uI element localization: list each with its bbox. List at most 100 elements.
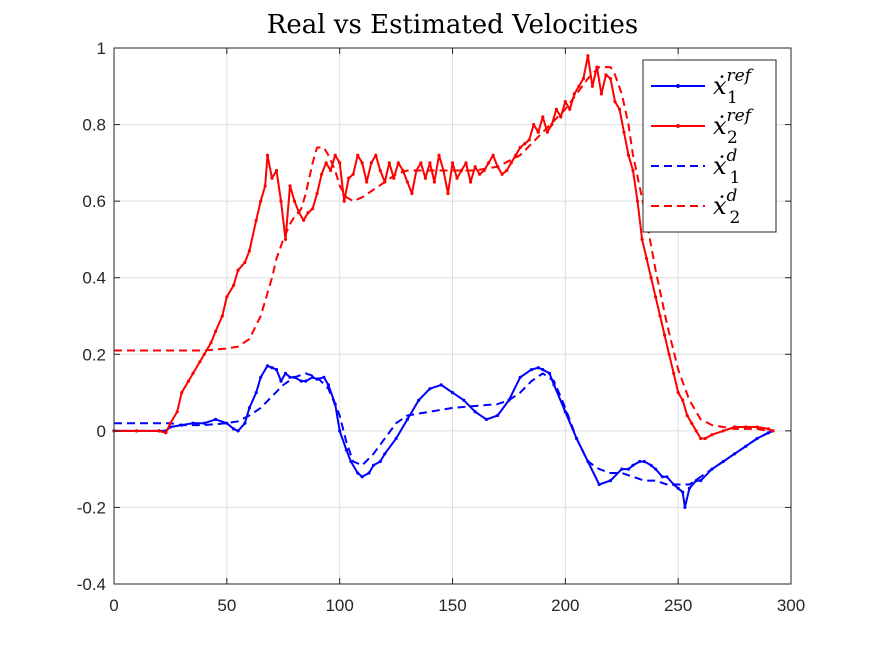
data-point [225, 295, 229, 299]
y-tick-label: 0.8 [82, 116, 106, 135]
legend-marker [676, 84, 680, 88]
data-point [755, 425, 759, 429]
legend-label: ẋd 2 [713, 186, 740, 228]
chart-title: Real vs Estimated Velocities [267, 10, 638, 40]
data-point [283, 371, 288, 375]
data-point [699, 436, 703, 441]
data-point [428, 387, 432, 391]
data-point [541, 368, 545, 372]
data-point [243, 421, 247, 425]
data-point [640, 237, 644, 241]
data-point [186, 379, 191, 383]
data-point [478, 172, 482, 176]
data-point [419, 161, 423, 165]
data-point [360, 475, 364, 479]
legend-label: ẋref 2 [713, 106, 754, 148]
data-point [243, 260, 247, 264]
data-point [297, 211, 301, 215]
data-point [491, 153, 495, 157]
data-point [347, 176, 351, 180]
data-point [626, 467, 631, 471]
data-point [279, 379, 283, 383]
data-point [164, 431, 168, 435]
data-point [654, 295, 658, 299]
data-point [604, 73, 608, 77]
data-point [214, 417, 218, 421]
data-point [563, 100, 567, 104]
data-point [577, 84, 581, 88]
data-point [247, 249, 251, 253]
legend-item: ẋref 1 [651, 66, 754, 108]
series-line [114, 372, 774, 486]
data-point [311, 375, 315, 379]
data-point [259, 375, 263, 379]
y-tick-label: 0.4 [82, 269, 106, 288]
legend-marker [676, 124, 680, 128]
data-point [572, 92, 577, 96]
data-point [507, 398, 511, 402]
data-point [338, 429, 342, 433]
data-point [586, 459, 590, 464]
data-point [351, 172, 355, 176]
data-point [135, 429, 139, 433]
ticks: 0 50 100 150 200 250 300 -0.4 -0.2 0 0.2 0.4 0.6 0.8 1 [77, 39, 805, 615]
data-point [304, 379, 308, 383]
data-point [439, 383, 443, 387]
data-point [283, 237, 288, 241]
legend-item: ẋd 2 [651, 186, 740, 228]
data-point [654, 467, 658, 471]
x-tick-label: 0 [109, 596, 118, 615]
data-point [547, 371, 552, 375]
data-point [496, 413, 500, 418]
data-point [681, 398, 685, 402]
data-point [575, 436, 579, 441]
data-point [622, 130, 626, 134]
data-point [676, 486, 680, 490]
y-tick-label: 1 [97, 39, 106, 58]
data-point [590, 84, 595, 88]
data-point [209, 341, 213, 345]
data-point [617, 107, 622, 111]
data-point [620, 467, 624, 471]
data-point [202, 421, 206, 425]
legend-label: ẋd 1 [713, 146, 740, 188]
series-4 [114, 66, 773, 432]
data-point [518, 145, 522, 150]
data-point [214, 329, 218, 333]
data-point [265, 364, 270, 368]
data-point [755, 436, 759, 441]
legend-box [642, 59, 777, 233]
data-point [484, 417, 488, 421]
data-point [473, 410, 477, 414]
data-point [733, 452, 737, 456]
data-point [663, 333, 667, 337]
data-point [642, 459, 646, 464]
data-point [518, 375, 522, 379]
data-point [631, 168, 635, 173]
data-point [365, 180, 369, 184]
data-point [191, 421, 195, 425]
x-tick-label: 300 [777, 596, 805, 615]
data-point [329, 168, 333, 173]
data-point [608, 77, 613, 81]
x-tick-label: 50 [217, 596, 236, 615]
y-tick-label: -0.2 [77, 498, 106, 517]
data-point [469, 180, 473, 184]
data-point [356, 471, 360, 475]
data-point [459, 168, 464, 173]
data-point [306, 211, 310, 215]
data-point [658, 314, 662, 318]
data-point [681, 490, 685, 494]
data-point [180, 391, 184, 395]
data-point [455, 176, 459, 180]
data-point [545, 130, 549, 134]
data-point [550, 123, 554, 127]
data-point [672, 482, 676, 487]
data-point [432, 180, 436, 184]
data-point [536, 366, 540, 370]
x-tick-label: 150 [438, 596, 466, 615]
data-point [232, 283, 236, 287]
data-point [581, 77, 586, 81]
data-point [446, 191, 450, 196]
